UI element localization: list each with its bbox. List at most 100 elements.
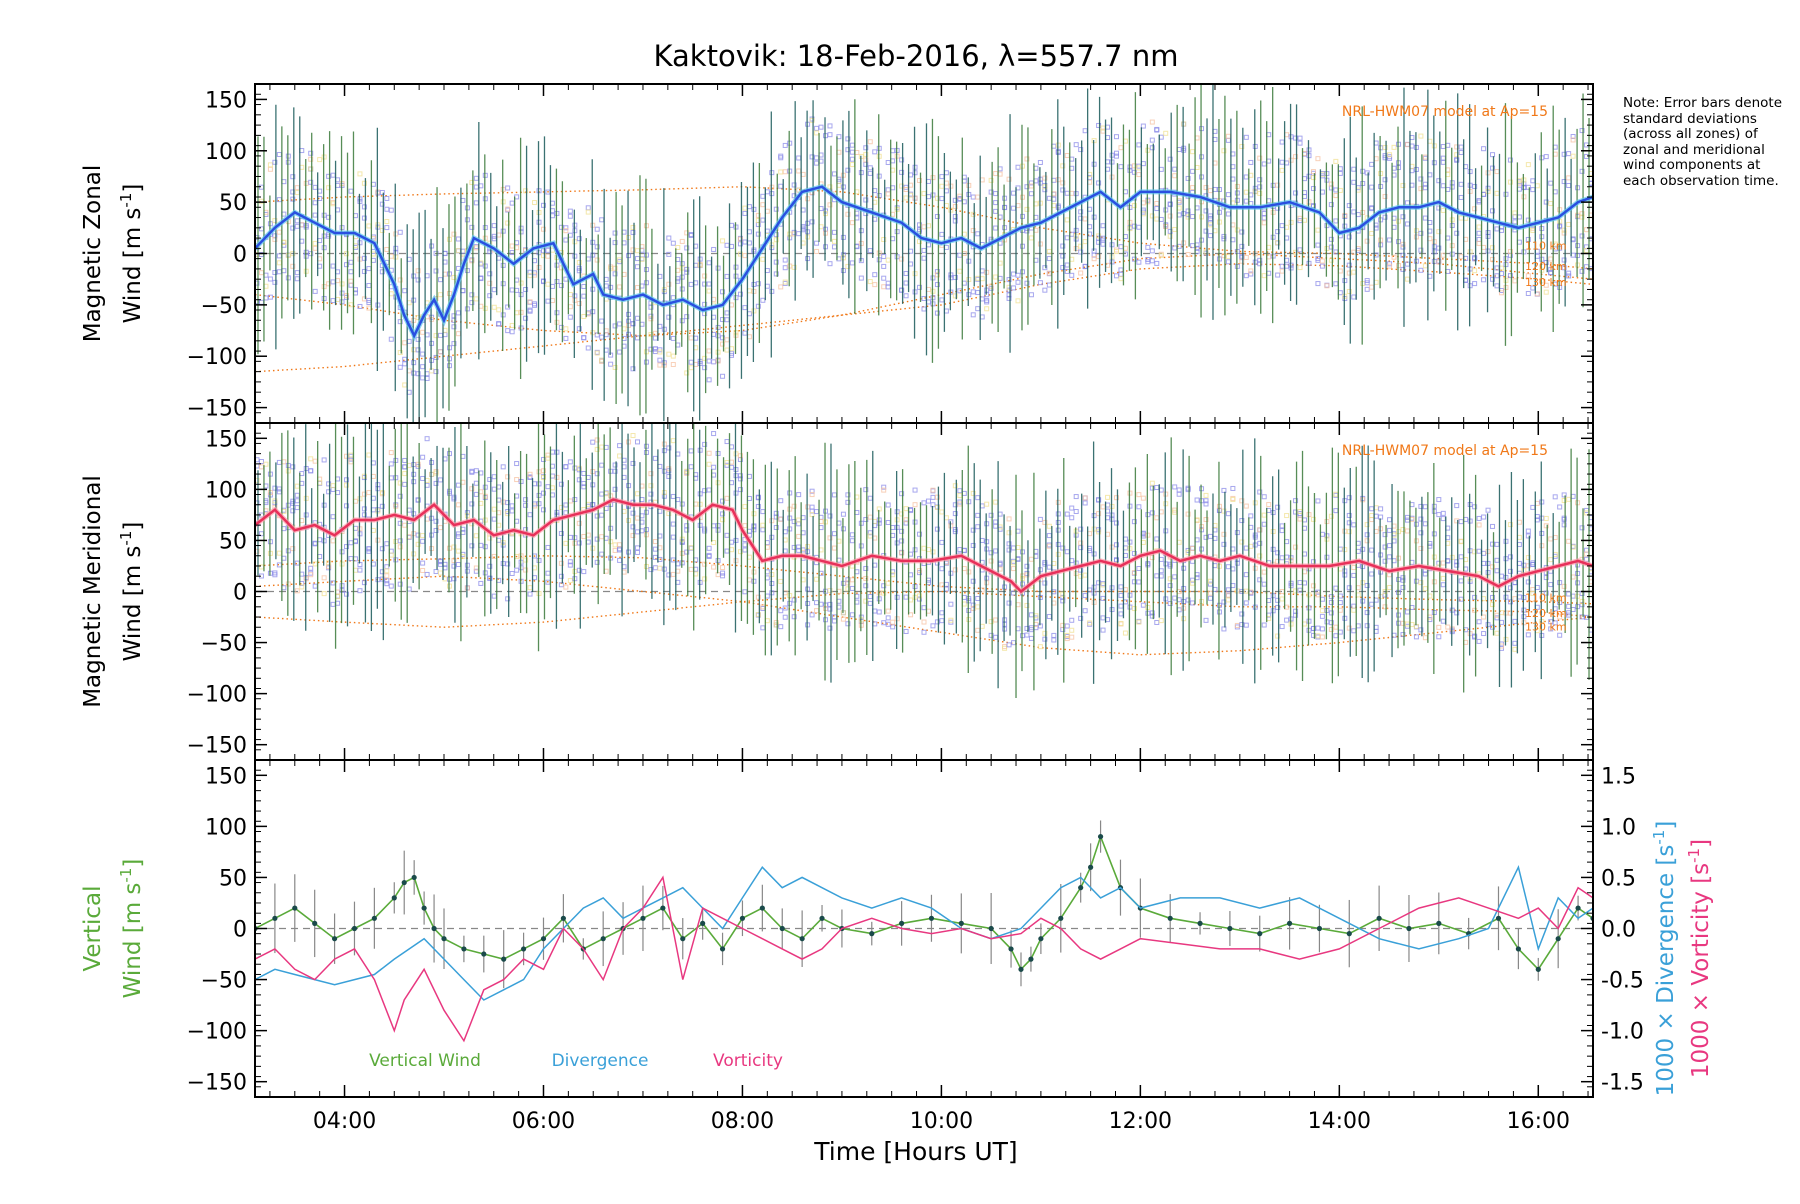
zone-point (1548, 557, 1554, 563)
zone-point (617, 284, 623, 290)
zone-point (361, 180, 367, 186)
zone-point (1369, 506, 1375, 512)
zone-point (612, 230, 618, 236)
zone-point (1472, 607, 1478, 613)
zone-point (1073, 142, 1079, 148)
zone-point (742, 210, 748, 216)
zone-point (1476, 638, 1482, 644)
zone-point (1319, 626, 1325, 632)
zone-point (1113, 249, 1119, 255)
vertical-wind-point (1028, 956, 1034, 962)
zone-point (505, 304, 511, 310)
zone-point (1046, 256, 1052, 262)
zone-point (415, 336, 421, 342)
zone-point (1230, 496, 1236, 502)
zone-point (599, 491, 605, 497)
zone-point (706, 288, 712, 294)
zone-point (1525, 273, 1531, 279)
zone-point (742, 542, 748, 548)
zone-point (970, 312, 976, 318)
zone-point (563, 464, 569, 470)
zone-point (934, 282, 940, 288)
zone-point (563, 584, 569, 590)
zone-point (720, 373, 726, 379)
zone-point (455, 562, 461, 568)
zone-point (491, 287, 497, 293)
zone-point (831, 229, 837, 235)
zone-point (1297, 580, 1303, 586)
zone-point (1257, 184, 1263, 190)
zone-point (1548, 201, 1554, 207)
model-curve-zonal-2 (255, 263, 1593, 373)
zone-point (657, 357, 663, 363)
zone-point (1351, 572, 1357, 578)
vertical-wind-point (461, 946, 467, 952)
zone-point (576, 268, 582, 274)
zone-point (567, 314, 573, 320)
zone-point (469, 292, 475, 298)
zone-point (845, 492, 851, 498)
zone-point (1221, 148, 1227, 154)
zone-point (720, 573, 726, 579)
zone-point (491, 304, 497, 310)
zone-point (921, 619, 927, 625)
zone-point (1293, 498, 1299, 504)
zone-point (1136, 142, 1142, 148)
vertical-wind-point (1286, 920, 1293, 926)
zone-point (1203, 228, 1209, 234)
zone-point (881, 284, 887, 290)
zone-point (1507, 179, 1513, 185)
zone-point (778, 578, 784, 584)
zone-point (451, 313, 457, 319)
zone-point (706, 348, 712, 354)
zone-point (993, 274, 999, 280)
zone-point (344, 477, 350, 483)
zone-point (648, 304, 654, 310)
zone-point (1579, 598, 1585, 604)
zone-point (1257, 177, 1263, 183)
zone-point (1064, 153, 1070, 159)
zone-point (899, 528, 905, 534)
zone-point (505, 561, 511, 567)
zone-point (1011, 560, 1017, 566)
zone-point (567, 208, 573, 214)
zone-point (1100, 627, 1106, 633)
zone-point (330, 199, 336, 205)
zone-point (384, 578, 390, 584)
zone-point (258, 270, 264, 276)
plot-area-meridional (255, 423, 1593, 698)
vertical-wind-point (600, 936, 606, 942)
zone-point (755, 503, 761, 509)
zone-point (1512, 219, 1518, 225)
zone-point (1203, 249, 1209, 255)
zone-point (509, 200, 515, 206)
zone-point (1458, 254, 1464, 260)
zone-point (1149, 248, 1155, 254)
zone-point (1078, 545, 1084, 551)
zone-point (1279, 624, 1285, 630)
zone-point (294, 483, 300, 489)
zone-point (670, 521, 676, 527)
zone-point (1436, 634, 1442, 640)
zone-point (1118, 276, 1124, 282)
zone-point (975, 231, 981, 237)
zone-point (1548, 180, 1554, 186)
zone-point (1176, 487, 1182, 493)
zone-point (742, 305, 748, 311)
zone-point (473, 244, 479, 250)
zone-point (1333, 281, 1339, 287)
zone-point (330, 263, 336, 269)
vertical-wind-point (1038, 936, 1044, 942)
zone-point (1440, 144, 1446, 150)
zone-point (1494, 169, 1500, 175)
vertical-wind-point (739, 915, 746, 921)
zone-point (594, 257, 600, 263)
zone-point (773, 206, 779, 212)
zone-point (1028, 292, 1034, 298)
zone-point (402, 481, 408, 487)
zone-point (258, 299, 264, 305)
zone-point (1136, 579, 1142, 585)
zone-point (970, 527, 976, 533)
zone-point (438, 292, 444, 298)
zone-point (970, 194, 976, 200)
